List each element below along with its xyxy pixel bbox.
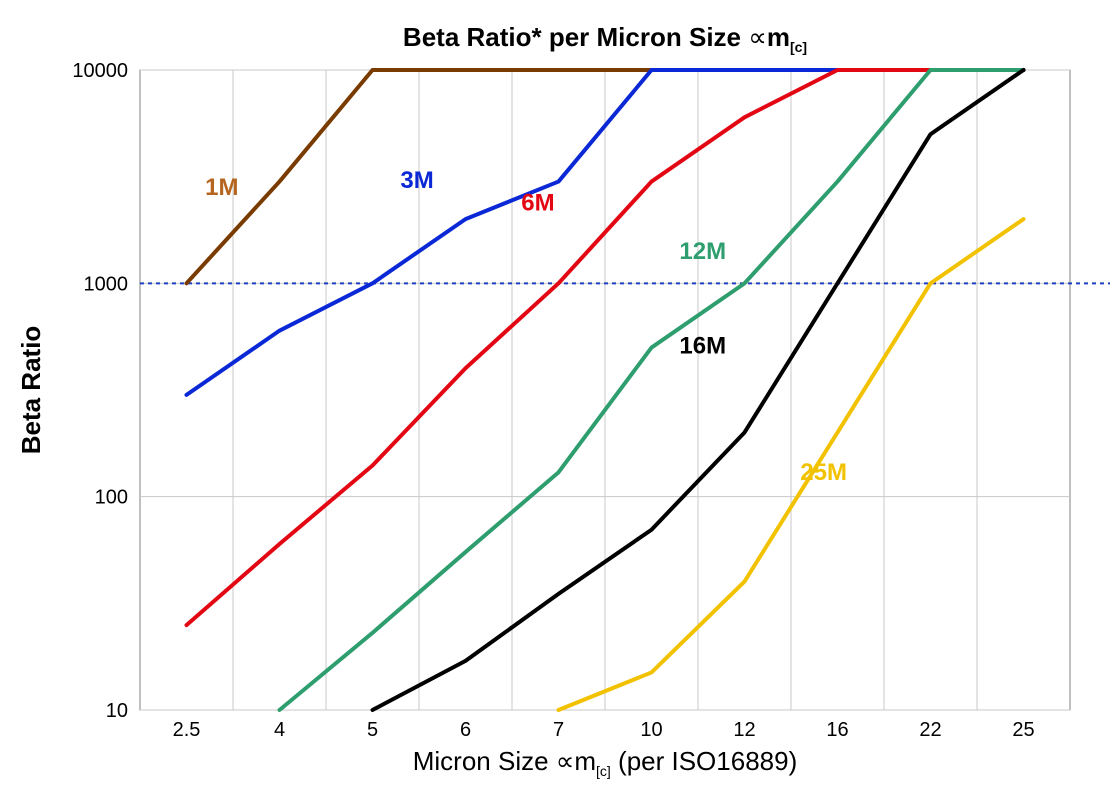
y-tick-label: 100 bbox=[95, 487, 128, 509]
y-axis-label: Beta Ratio bbox=[16, 326, 46, 455]
x-tick-label: 10 bbox=[640, 719, 662, 741]
series-label-25M: 25M bbox=[800, 459, 847, 486]
y-tick-label: 10000 bbox=[72, 60, 128, 82]
x-tick-label: 25 bbox=[1012, 719, 1034, 741]
x-tick-label: 16 bbox=[826, 719, 848, 741]
x-tick-label: 2.5 bbox=[173, 719, 201, 741]
x-tick-label: 12 bbox=[733, 719, 755, 741]
beta-ratio-chart: 1M 3M 6M 12M 16M 25M 2.5 4 5 6 7 10 12 16 22 25 10 100 100… bbox=[0, 0, 1116, 804]
series-label-1M: 1M bbox=[205, 174, 238, 201]
y-tick-label: 10 bbox=[106, 700, 128, 722]
series-label-16M: 16M bbox=[679, 332, 726, 359]
series-label-6M: 6M bbox=[521, 189, 554, 216]
series-label-12M: 12M bbox=[679, 238, 726, 265]
x-tick-label: 5 bbox=[367, 719, 378, 741]
chart-title: Beta Ratio* per Micron Size ∝m[c] bbox=[403, 22, 807, 55]
x-tick-label: 22 bbox=[919, 719, 941, 741]
x-tick-label: 4 bbox=[274, 719, 285, 741]
chart-container: 1M 3M 6M 12M 16M 25M 2.5 4 5 6 7 10 12 16 22 25 10 100 100… bbox=[0, 0, 1116, 804]
series-label-3M: 3M bbox=[400, 167, 433, 194]
y-tick-label: 1000 bbox=[84, 273, 129, 295]
x-tick-label: 6 bbox=[460, 719, 471, 741]
x-tick-label: 7 bbox=[553, 719, 564, 741]
